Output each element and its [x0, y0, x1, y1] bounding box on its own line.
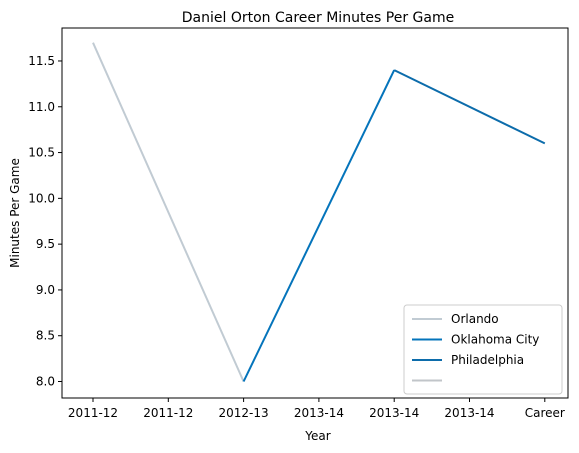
x-tick-label: 2013-14 — [444, 406, 494, 420]
x-axis: 2011-12 2011-12 2012-13 2013-14 2013-14 2013-… — [68, 398, 565, 420]
x-tick-label: 2012-13 — [219, 406, 269, 420]
y-axis: 8.0 8.5 9.0 9.5 10.0 10.5 11.0 11.5 — [28, 54, 62, 389]
legend: Orlando Oklahoma City Philadelphia — [404, 305, 562, 394]
y-tick-label: 10.0 — [28, 191, 55, 205]
x-tick-label: 2011-12 — [68, 406, 118, 420]
series-line-2 — [394, 70, 545, 143]
chart-title: Daniel Orton Career Minutes Per Game — [182, 10, 454, 26]
y-axis-label: Minutes Per Game — [8, 158, 22, 268]
y-tick-label: 9.5 — [36, 237, 55, 251]
x-tick-label: 2013-14 — [294, 406, 344, 420]
y-tick-label: 11.0 — [28, 100, 55, 114]
y-tick-label: 10.5 — [28, 146, 55, 160]
y-tick-label: 8.5 — [36, 329, 55, 343]
y-tick-label: 9.0 — [36, 283, 55, 297]
x-tick-label: Career — [525, 406, 565, 420]
series-line-1 — [244, 70, 395, 381]
series-line-0 — [93, 43, 244, 382]
legend-label: Philadelphia — [451, 353, 524, 367]
legend-label: Orlando — [451, 312, 499, 326]
y-tick-label: 8.0 — [36, 375, 55, 389]
y-tick-label: 11.5 — [28, 54, 55, 68]
x-tick-label: 2011-12 — [143, 406, 193, 420]
x-axis-label: Year — [304, 429, 330, 443]
legend-label: Oklahoma City — [451, 333, 539, 347]
x-tick-label: 2013-14 — [369, 406, 419, 420]
